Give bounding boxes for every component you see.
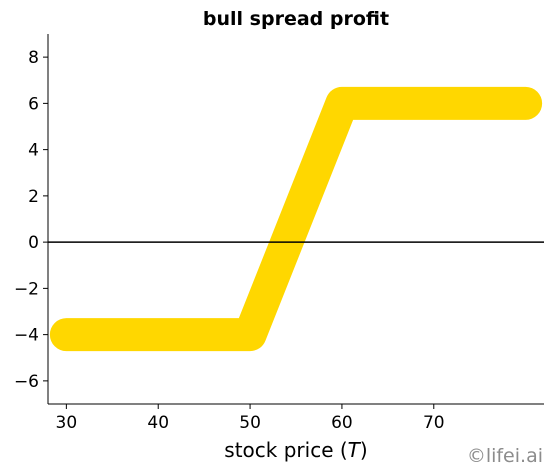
series-line-0 xyxy=(49,86,543,352)
y-tick-label: 4 xyxy=(28,141,39,161)
chart-title: bull spread profit xyxy=(203,8,389,30)
x-tick-label: 30 xyxy=(56,413,78,433)
y-tick-label: −4 xyxy=(14,326,39,346)
y-tick-label: 8 xyxy=(28,48,39,68)
x-tick-label: 70 xyxy=(423,413,445,433)
x-axis-label: stock price (T) xyxy=(224,438,367,462)
x-tick-label: 60 xyxy=(331,413,353,433)
y-ticks: −6 −4 −2 0 2 4 6 8 xyxy=(14,48,48,392)
plot-area xyxy=(48,86,544,352)
y-tick-label: 2 xyxy=(28,187,39,207)
y-tick-label: 0 xyxy=(28,233,39,253)
x-ticks: 30 40 50 60 70 xyxy=(56,404,445,433)
x-axis-label-variable: T xyxy=(348,438,362,462)
x-tick-label: 40 xyxy=(147,413,169,433)
watermark: ©lifei.ai xyxy=(467,445,543,467)
y-tick-label: −2 xyxy=(14,279,39,299)
y-tick-label: 6 xyxy=(28,94,39,114)
x-axis-label-text: stock price ( xyxy=(224,438,347,462)
x-tick-label: 50 xyxy=(239,413,261,433)
x-axis-label-close: ) xyxy=(360,438,368,462)
y-tick-label: −6 xyxy=(14,372,39,392)
